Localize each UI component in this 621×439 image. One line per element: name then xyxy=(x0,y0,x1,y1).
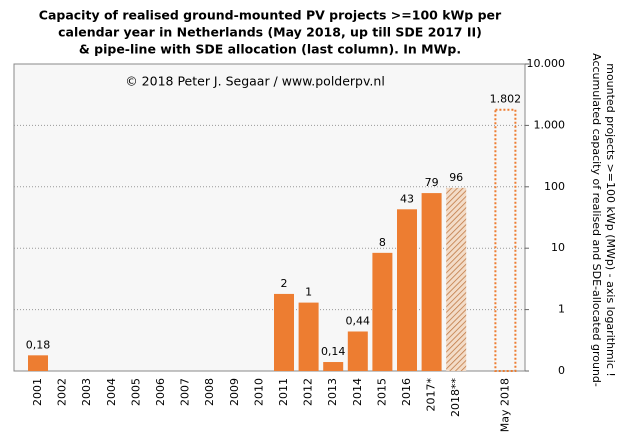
x-tick-label: 2016 xyxy=(400,378,413,406)
data-label: 96 xyxy=(449,171,463,184)
y-axis-label: mounted projects >=100 kWp (MWp) - axis … xyxy=(604,63,617,377)
x-tick-label: 2004 xyxy=(105,378,118,406)
data-label: 1.802 xyxy=(490,93,522,106)
x-tick-label: 2008 xyxy=(203,378,216,406)
x-tick-label: 2003 xyxy=(80,378,93,406)
chart-title: Capacity of realised ground-mounted PV p… xyxy=(39,8,502,23)
x-tick-label: 2005 xyxy=(129,378,142,406)
data-label: 1 xyxy=(305,286,312,299)
y-tick-label: 1.000 xyxy=(534,118,566,131)
x-tick-label: 2010 xyxy=(252,378,265,406)
chart-title: & pipe-line with SDE allocation (last co… xyxy=(79,42,461,57)
bar xyxy=(421,193,442,371)
x-tick-label: 2018** xyxy=(449,378,462,417)
x-tick-label: 2006 xyxy=(154,378,167,406)
chart-title: calendar year in Netherlands (May 2018, … xyxy=(58,25,482,40)
x-tick-label: 2011 xyxy=(277,378,290,406)
data-label: 2 xyxy=(281,277,288,290)
x-tick-label: 2012 xyxy=(302,378,315,406)
bar xyxy=(298,302,319,371)
data-label: 8 xyxy=(379,236,386,249)
bar xyxy=(28,355,48,371)
bar xyxy=(347,331,368,371)
bar xyxy=(494,108,517,372)
x-tick-label: 2017* xyxy=(425,378,438,412)
annotation: © 2018 Peter J. Segaar / www.polderpv.nl xyxy=(125,74,385,89)
y-tick-label: 100 xyxy=(544,180,565,193)
x-tick-label: 2013 xyxy=(326,378,339,406)
data-label: 0,18 xyxy=(26,338,51,351)
x-tick-label: 2015 xyxy=(375,378,388,406)
bar xyxy=(397,209,417,371)
data-label: 79 xyxy=(425,176,439,189)
bar xyxy=(274,293,294,371)
bar xyxy=(372,252,393,371)
x-tick-label: 2009 xyxy=(228,378,241,406)
x-tick-label: 2014 xyxy=(351,378,364,406)
y-tick-label: 10.000 xyxy=(527,57,566,70)
bar xyxy=(323,362,344,371)
y-tick-label: 1 xyxy=(558,303,565,316)
data-label: 0,44 xyxy=(346,314,371,327)
bar xyxy=(446,187,467,371)
y-tick-label: 0 xyxy=(558,364,565,377)
y-tick-label: 10 xyxy=(551,241,565,254)
x-tick-label: 2007 xyxy=(179,378,192,406)
x-tick-label: 2001 xyxy=(31,378,44,406)
data-label: 0,14 xyxy=(321,345,346,358)
data-label: 43 xyxy=(400,192,414,205)
y-axis-label: Accumulated capacity of realised and SDE… xyxy=(590,53,603,387)
x-tick-label: May 2018 xyxy=(498,378,511,432)
x-tick-label: 2002 xyxy=(56,378,69,406)
